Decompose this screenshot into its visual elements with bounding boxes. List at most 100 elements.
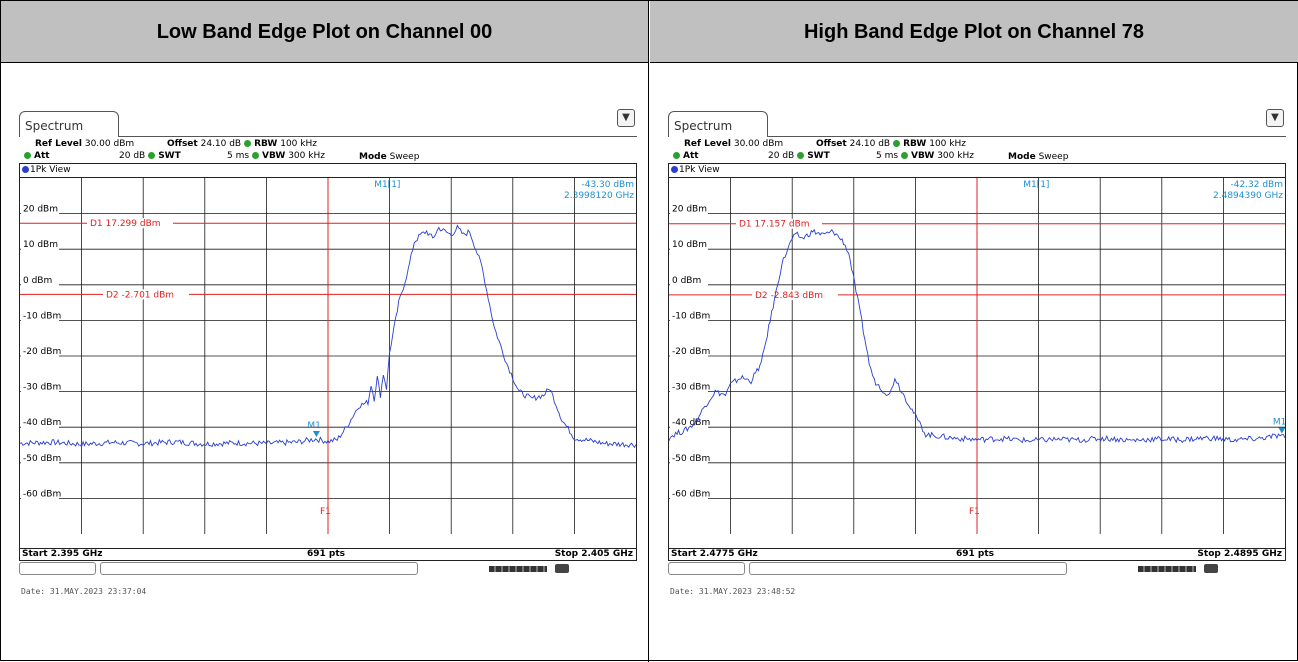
sweep-points: 691 pts [956,549,995,559]
marker-m1-label: M1 [307,421,321,431]
status-dot-icon [673,152,680,159]
display-line-label-bg [103,289,189,300]
capture-date: Date: 31.MAY.2023 23:48:52 [670,587,796,596]
sweep-footer: Start 2.4775 GHz 691 pts Stop 2.4895 GHz [668,548,1286,561]
ref-level-param: Ref Level 30.00 dBm [35,139,135,149]
att-value-swt-param: 20 dB SWT [768,151,830,161]
panel-high-band: High Band Edge Plot on Channel 78 Spectr… [650,1,1298,662]
stop-frequency: Stop 2.405 GHz [554,549,633,559]
display-line-label-bg [87,218,173,229]
status-icon [555,564,569,573]
tab-divider [768,136,1286,137]
tick-label-bg [670,351,708,361]
spectrum-trace [669,228,1285,444]
start-frequency: Start 2.4775 GHz [671,549,758,559]
trace-window: 1Pk View 20 dBm 10 dBm 0 dBm -10 dBm -20 dBm… [668,163,1286,549]
y-tick-label: -30 dBm [23,383,61,393]
y-tick-label: -10 dBm [23,311,61,321]
y-tick-label: 10 dBm [672,240,707,250]
progress-indicator [489,566,547,572]
ref-level-param: Ref Level 30.00 dBm [684,139,784,149]
spectrum-tab: Spectrum [668,111,768,137]
status-dot-icon [901,152,909,159]
marker-readout-name: M1[1] [374,180,400,190]
tick-label-bg [670,457,708,468]
view-label-bar: 1Pk View [20,164,636,178]
tick-label-bg [21,315,59,326]
status-dot-icon [252,152,260,159]
status-field [749,562,1067,575]
tick-label-bg [21,351,59,361]
marker-m1-icon [312,430,320,437]
capture-date: Date: 31.MAY.2023 23:37:04 [21,587,147,596]
panel-title: Low Band Edge Plot on Channel 00 [1,1,648,63]
y-tick-label: -50 dBm [23,454,61,464]
y-tick-label: -60 dBm [672,489,710,499]
offset-param: Offset 24.10 dB RBW 100 kHz [167,139,317,149]
display-line-label: D2 -2.843 dBm [755,291,823,301]
y-tick-label: -30 dBm [672,383,710,393]
view-label-bar: 1Pk View [669,164,1285,178]
tick-label-bg [21,422,59,433]
marker-m1-icon [1278,427,1285,434]
status-bar [19,561,637,577]
display-line-label-bg [752,289,838,300]
spectrum-analyzer-screenshot: Spectrum ▼ Ref Level 30.00 dBm Offset 24… [668,109,1286,596]
y-tick-label: -10 dBm [672,311,710,321]
status-dot-icon [893,140,901,147]
tick-label-bg [21,457,59,468]
tick-label-bg [670,244,708,255]
status-icon [1204,564,1218,573]
status-dot-icon [148,152,156,159]
tick-label-bg [670,315,708,326]
marker-readout-name: M1[1] [1023,180,1049,190]
y-tick-label: 20 dBm [672,205,707,215]
frequency-line-label: F1 [320,507,331,517]
status-dot-icon [797,152,805,159]
marker-readout-level: -42.32 dBm [1230,180,1283,190]
swt-vbw-param: 5 ms VBW 300 kHz [876,151,974,161]
tick-label-bg [670,208,708,219]
tick-label-bg [21,386,59,397]
marker-m1-label: M1 [1273,417,1285,427]
spectrum-plot: 20 dBm 10 dBm 0 dBm -10 dBm -20 dBm -30 dBm -4… [20,178,636,534]
tick-label-bg [670,279,708,290]
marker-readout-frequency: 2.4894390 GHz [1213,191,1283,201]
status-field [668,562,745,575]
swt-vbw-param: 5 ms VBW 300 kHz [227,151,325,161]
y-tick-label: 0 dBm [23,276,52,286]
panel-title: High Band Edge Plot on Channel 78 [650,1,1298,63]
y-tick-label: -50 dBm [672,454,710,464]
spectrum-tab: Spectrum [19,111,119,137]
display-line-label: D2 -2.701 dBm [106,290,174,300]
frequency-line-label: F1 [969,507,980,517]
spectrum-trace [20,224,636,449]
tick-label-bg [21,208,59,219]
display-line-label: D1 17.299 dBm [90,219,161,229]
att-param: Att [21,151,50,161]
tick-label-bg [21,493,59,504]
status-bar [668,561,1286,577]
tick-label-bg [670,493,708,504]
tab-divider [119,136,637,137]
status-field [19,562,96,575]
y-tick-label: 10 dBm [23,240,58,250]
progress-indicator [1138,566,1196,572]
y-tick-label: -40 dBm [672,418,710,428]
sweep-points: 691 pts [307,549,346,559]
tick-label-bg [21,244,59,255]
sweep-footer: Start 2.395 GHz 691 pts Stop 2.405 GHz [19,548,637,561]
y-tick-label: -40 dBm [23,418,61,428]
tick-label-bg [670,386,708,397]
mode-param: Mode Sweep [1008,152,1069,162]
y-tick-label: -20 dBm [672,347,710,357]
spectrum-analyzer-screenshot: Spectrum ▼ Ref Level 30.00 dBm Offset 24… [19,109,637,596]
status-dot-icon [24,152,31,159]
marker-readout-frequency: 2.3998120 GHz [564,191,634,201]
y-tick-label: 0 dBm [672,276,701,286]
y-tick-label: -20 dBm [23,347,61,357]
mode-param: Mode Sweep [359,152,420,162]
spectrum-plot: 20 dBm 10 dBm 0 dBm -10 dBm -20 dBm -30 dBm -4… [669,178,1285,534]
status-field [100,562,418,575]
